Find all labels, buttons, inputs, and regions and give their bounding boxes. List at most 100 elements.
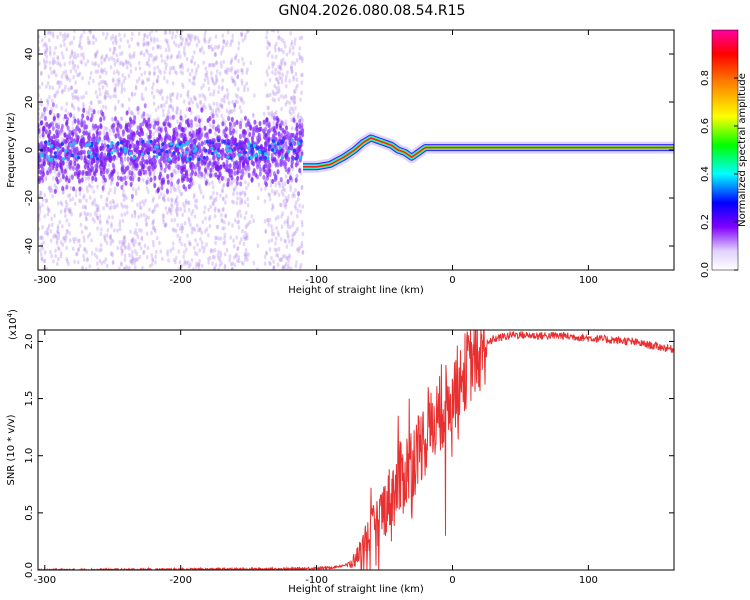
noise-speck (270, 30, 274, 33)
noise-speck (196, 36, 199, 41)
noise-speck (207, 80, 210, 85)
noise-speck (105, 53, 108, 58)
band-speck (212, 119, 216, 125)
noise-speck (224, 213, 227, 218)
noise-speck (235, 191, 239, 196)
band-hotspot (250, 147, 255, 151)
band-speck (230, 116, 234, 123)
noise-speck (88, 264, 92, 269)
band-speck (83, 164, 87, 170)
noise-speck (94, 69, 98, 74)
noise-speck (231, 199, 234, 204)
noise-speck (70, 85, 74, 90)
band-speck (230, 141, 234, 147)
band-speck (132, 131, 136, 138)
noise-speck (192, 76, 196, 82)
band-hotspot (268, 144, 272, 148)
noise-speck (300, 243, 304, 249)
noise-speck (156, 203, 159, 208)
noise-speck (48, 85, 52, 90)
noise-speck (116, 78, 119, 83)
noise-speck (170, 35, 174, 40)
noise-speck (193, 50, 196, 55)
noise-speck (263, 199, 267, 204)
noise-speck (272, 91, 276, 97)
noise-speck (179, 41, 183, 47)
noise-speck (165, 99, 168, 105)
noise-speck (204, 96, 207, 102)
noise-speck (221, 207, 225, 213)
noise-speck (233, 82, 237, 87)
noise-speck (232, 200, 235, 205)
band-speck (147, 126, 151, 132)
noise-speck (214, 107, 218, 113)
noise-speck (193, 74, 197, 80)
noise-speck (292, 231, 296, 237)
band-speck (238, 133, 242, 140)
noise-speck (293, 61, 297, 66)
noise-speck (93, 252, 97, 258)
noise-speck (80, 33, 83, 38)
noise-speck (153, 71, 156, 77)
snr-data (38, 330, 674, 570)
band-speck (137, 150, 141, 156)
noise-speck (295, 228, 298, 234)
noise-speck (294, 263, 298, 269)
band-speck (112, 156, 116, 162)
noise-speck (72, 239, 76, 244)
band-speck (183, 164, 187, 170)
band-hotspot (157, 152, 162, 156)
noise-speck (58, 80, 61, 85)
band-speck (137, 170, 141, 176)
noise-speck (97, 82, 101, 87)
noise-speck (195, 252, 199, 257)
noise-speck (175, 195, 179, 200)
band-speck (90, 112, 94, 119)
snr-ytick-label: 0.0 (24, 562, 35, 578)
noise-speck (285, 99, 289, 105)
noise-speck (277, 79, 280, 84)
noise-speck (41, 246, 45, 251)
noise-speck (175, 30, 179, 34)
noise-speck (221, 85, 225, 90)
noise-speck (265, 35, 268, 40)
noise-speck (211, 185, 215, 190)
noise-speck (160, 191, 163, 197)
noise-speck (126, 266, 130, 270)
snr-xtick-label: 100 (579, 575, 598, 586)
noise-speck (56, 226, 60, 231)
noise-speck (162, 196, 165, 201)
noise-speck (175, 211, 179, 216)
band-speck (280, 120, 284, 126)
noise-speck (267, 41, 271, 46)
noise-speck (266, 217, 269, 223)
noise-speck (285, 244, 289, 249)
noise-speck (252, 218, 255, 224)
noise-speck (188, 101, 191, 106)
noise-speck (106, 32, 109, 37)
noise-speck (72, 54, 76, 60)
noise-speck (192, 75, 195, 81)
noise-speck (64, 233, 68, 238)
band-speck (189, 176, 193, 182)
noise-speck (69, 85, 73, 91)
noise-speck (91, 201, 94, 207)
noise-speck (163, 193, 166, 198)
band-speck (111, 162, 115, 168)
band-speck (124, 166, 128, 172)
noise-speck (156, 88, 159, 94)
noise-speck (167, 207, 171, 212)
noise-speck (41, 235, 44, 241)
noise-speck (58, 219, 62, 225)
noise-speck (197, 267, 201, 270)
noise-speck (110, 36, 113, 41)
noise-speck (158, 68, 161, 74)
band-speck (61, 160, 65, 166)
noise-speck (65, 47, 69, 52)
noise-speck (109, 241, 113, 246)
noise-speck (105, 198, 108, 203)
noise-speck (146, 49, 149, 55)
noise-speck (243, 252, 247, 257)
noise-speck (198, 174, 201, 179)
noise-speck (266, 45, 269, 50)
